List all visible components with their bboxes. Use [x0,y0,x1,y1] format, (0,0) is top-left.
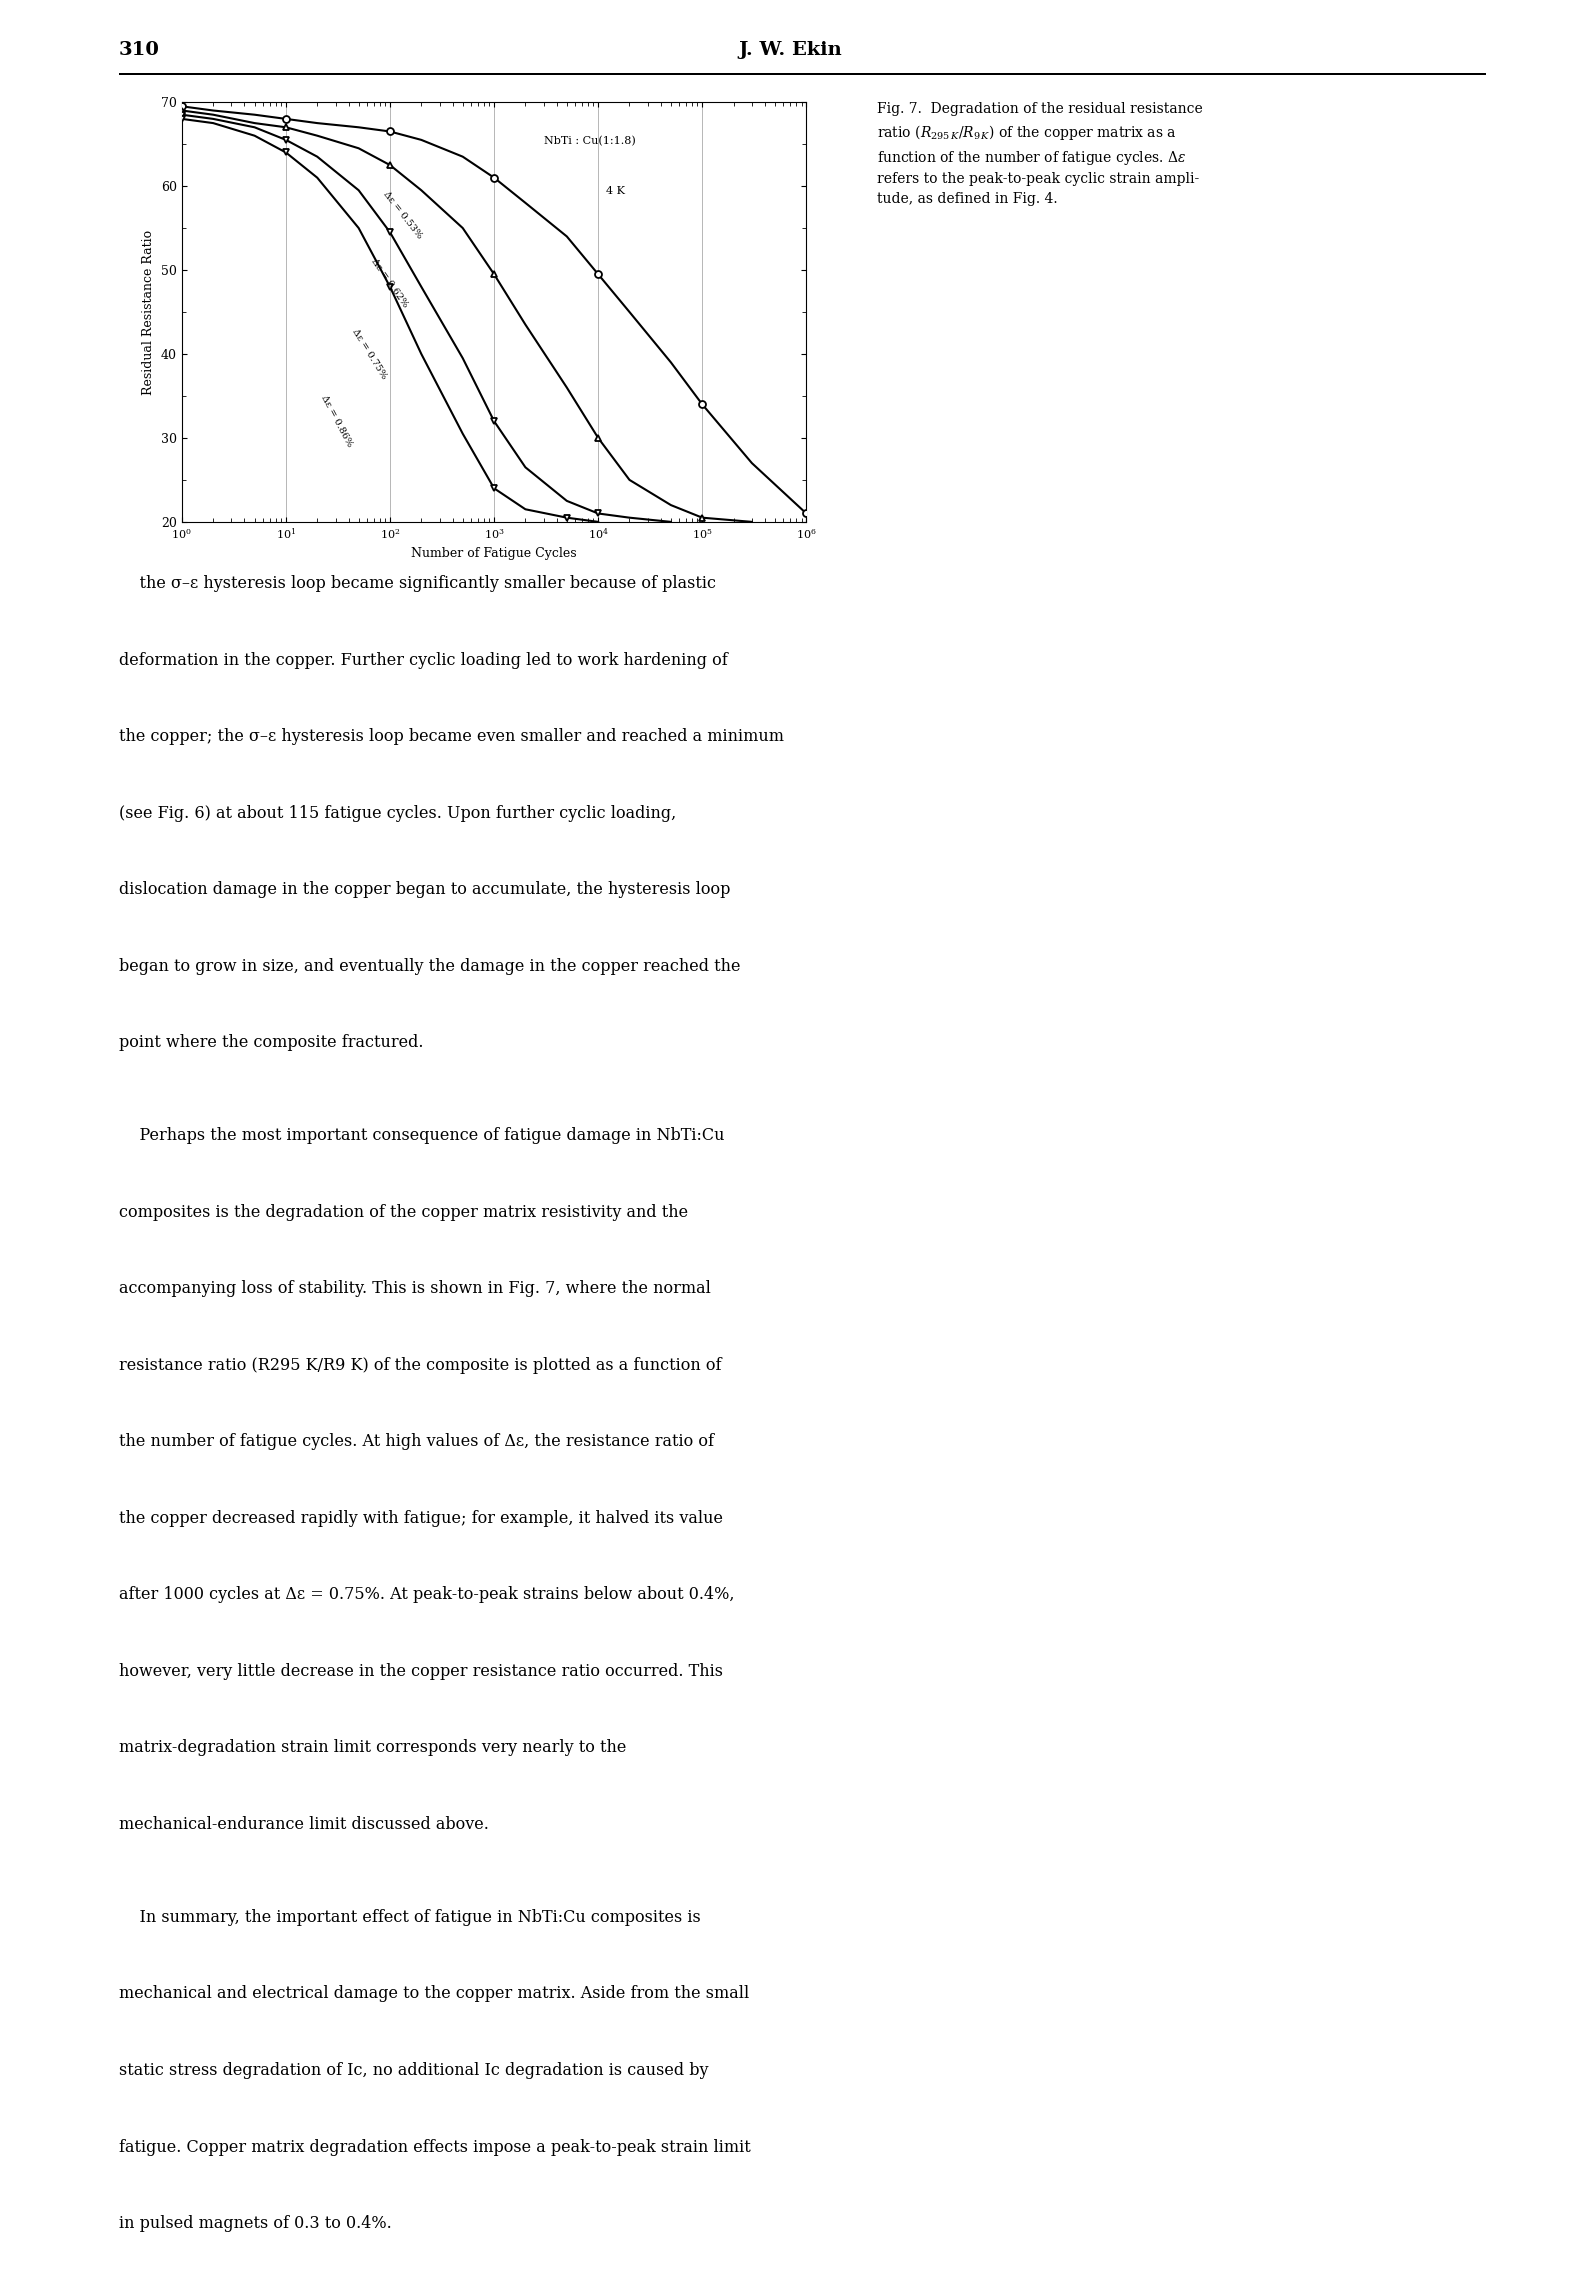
Text: static stress degradation of Ic, no additional Ic degradation is caused by: static stress degradation of Ic, no addi… [119,2063,708,2078]
Text: 310: 310 [119,41,160,59]
Text: the number of fatigue cycles. At high values of Δε, the resistance ratio of: the number of fatigue cycles. At high va… [119,1434,713,1450]
Text: mechanical and electrical damage to the copper matrix. Aside from the small: mechanical and electrical damage to the … [119,1985,749,2004]
Text: however, very little decrease in the copper resistance ratio occurred. This: however, very little decrease in the cop… [119,1663,723,1679]
Text: In summary, the important effect of fatigue in NbTi:Cu composites is: In summary, the important effect of fati… [119,1908,700,1926]
Text: dislocation damage in the copper began to accumulate, the hysteresis loop: dislocation damage in the copper began t… [119,880,730,899]
Text: Perhaps the most important consequence of fatigue damage in NbTi:Cu: Perhaps the most important consequence o… [119,1128,724,1144]
Text: point where the composite fractured.: point where the composite fractured. [119,1035,424,1051]
X-axis label: Number of Fatigue Cycles: Number of Fatigue Cycles [411,547,577,560]
Text: Δε = 0.86%: Δε = 0.86% [319,395,354,449]
Text: the σ–ε hysteresis loop became significantly smaller because of plastic: the σ–ε hysteresis loop became significa… [119,574,716,592]
Text: Fig. 7.  Degradation of the residual resistance
ratio ($R_{295\,K}/R_{9\,K}$) of: Fig. 7. Degradation of the residual resi… [877,102,1203,206]
Text: 4 K: 4 K [607,186,626,195]
Text: Δε = 0.53%: Δε = 0.53% [381,191,424,241]
Text: in pulsed magnets of 0.3 to 0.4%.: in pulsed magnets of 0.3 to 0.4%. [119,2215,392,2233]
Text: (see Fig. 6) at about 115 fatigue cycles. Upon further cyclic loading,: (see Fig. 6) at about 115 fatigue cycles… [119,805,675,821]
Text: deformation in the copper. Further cyclic loading led to work hardening of: deformation in the copper. Further cycli… [119,651,727,669]
Text: fatigue. Copper matrix degradation effects impose a peak-to-peak strain limit: fatigue. Copper matrix degradation effec… [119,2137,751,2156]
Text: began to grow in size, and eventually the damage in the copper reached the: began to grow in size, and eventually th… [119,958,740,976]
Text: after 1000 cycles at Δε = 0.75%. At peak-to-peak strains below about 0.4%,: after 1000 cycles at Δε = 0.75%. At peak… [119,1586,734,1604]
Text: resistance ratio (R295 K/R9 K) of the composite is plotted as a function of: resistance ratio (R295 K/R9 K) of the co… [119,1357,721,1373]
Text: accompanying loss of stability. This is shown in Fig. 7, where the normal: accompanying loss of stability. This is … [119,1280,710,1298]
Text: mechanical-endurance limit discussed above.: mechanical-endurance limit discussed abo… [119,1815,489,1833]
Text: J. W. Ekin: J. W. Ekin [738,41,843,59]
Text: NbTi : Cu(1:1.8): NbTi : Cu(1:1.8) [544,136,636,145]
Text: Δε = 0.75%: Δε = 0.75% [351,327,389,381]
Text: composites is the degradation of the copper matrix resistivity and the: composites is the degradation of the cop… [119,1205,688,1221]
Text: the copper decreased rapidly with fatigue; for example, it halved its value: the copper decreased rapidly with fatigu… [119,1509,723,1527]
Text: matrix-degradation strain limit corresponds very nearly to the: matrix-degradation strain limit correspo… [119,1740,626,1756]
Text: the copper; the σ–ε hysteresis loop became even smaller and reached a minimum: the copper; the σ–ε hysteresis loop beca… [119,728,784,744]
Text: Δε = 0.62%: Δε = 0.62% [370,256,409,309]
Y-axis label: Residual Resistance Ratio: Residual Resistance Ratio [142,229,155,395]
